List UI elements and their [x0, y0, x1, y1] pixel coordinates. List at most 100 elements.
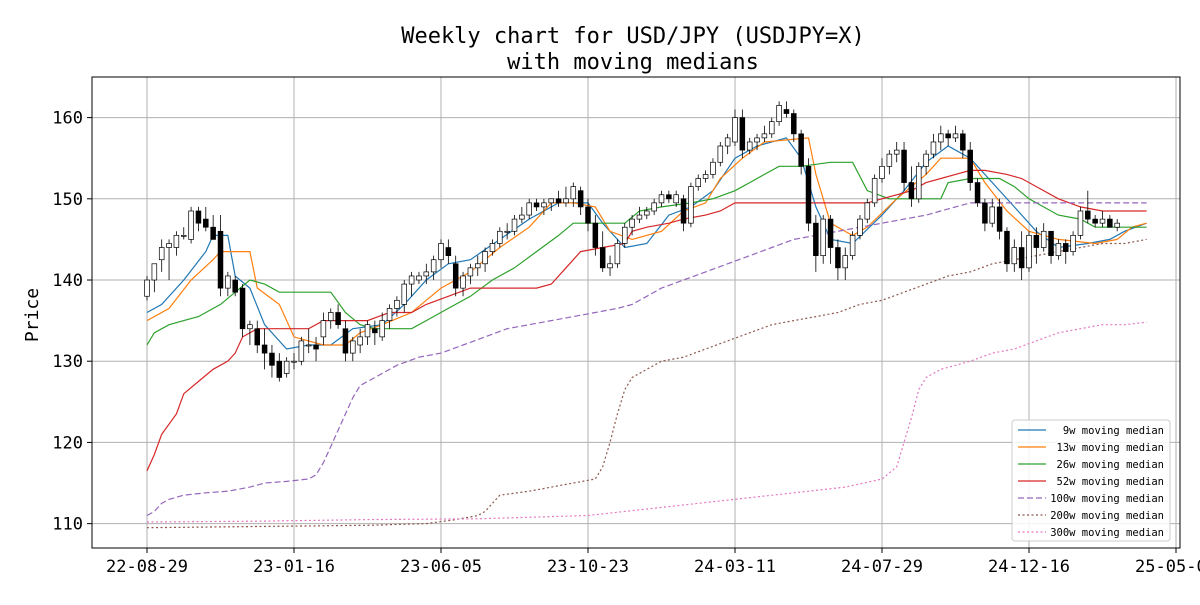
candle-body	[541, 202, 547, 208]
candle-body	[724, 137, 731, 147]
candle-body	[467, 267, 474, 277]
legend-label: 26w moving median	[1057, 459, 1164, 471]
candle-body	[783, 109, 790, 114]
candle-body	[497, 230, 503, 244]
candle-body	[746, 141, 753, 151]
candle-body	[974, 182, 981, 204]
candle-body	[555, 198, 562, 204]
candle-body	[827, 218, 834, 248]
candle-body	[930, 141, 937, 155]
candle-body	[989, 206, 995, 224]
candle-body	[305, 344, 312, 347]
candle-body	[849, 235, 856, 257]
candle-body	[408, 275, 415, 285]
candle-body	[328, 312, 334, 321]
legend-label: 9w moving median	[1063, 425, 1164, 437]
candle-body	[952, 133, 959, 139]
x-tick-label: 23-10-23	[547, 557, 629, 577]
candle-body	[144, 279, 150, 297]
candle-body	[386, 308, 393, 321]
candle-body	[960, 133, 966, 151]
candle-body	[379, 320, 385, 338]
candle-body	[673, 194, 679, 204]
candle-body	[607, 263, 613, 269]
candle-body	[857, 218, 863, 236]
candle-body	[835, 247, 841, 269]
candle-body	[372, 328, 378, 334]
candle-body	[261, 344, 268, 354]
candle-body	[217, 230, 224, 289]
x-tick-label: 24-12-16	[988, 557, 1070, 577]
candle-body	[651, 202, 657, 212]
candle-body	[1107, 218, 1113, 228]
candle-body	[871, 178, 878, 204]
candle-body	[320, 320, 327, 338]
legend: 9w moving median 13w moving median 26w mov…	[1011, 419, 1171, 542]
candle-body	[901, 149, 907, 183]
candle-body	[482, 251, 488, 265]
candle-body	[350, 340, 356, 354]
legend-box	[1011, 419, 1171, 542]
candle-body	[996, 206, 1003, 232]
candle-body	[666, 194, 672, 200]
legend-label: 200w moving median	[1050, 510, 1164, 522]
candle-body	[423, 271, 430, 277]
candle-body	[768, 121, 775, 135]
candle-body	[695, 178, 701, 187]
candle-body	[820, 218, 826, 257]
candle-body	[658, 194, 665, 204]
y-axis-label: Price	[22, 288, 43, 342]
candle-body	[592, 222, 599, 248]
candle-body	[357, 336, 363, 346]
candle-body	[276, 360, 283, 378]
candle-body	[1033, 235, 1040, 248]
candle-body	[614, 243, 621, 265]
candle-body	[291, 360, 297, 363]
candle-body	[908, 182, 915, 200]
candle-body	[1018, 247, 1025, 269]
candle-body	[504, 230, 510, 233]
candle-body	[938, 133, 944, 143]
legend-label: 300w moving median	[1050, 527, 1164, 539]
y-tick-label: 130	[52, 352, 83, 372]
candle-body	[452, 263, 459, 289]
series-line	[146, 321, 1147, 523]
candle-body	[1085, 210, 1091, 220]
candle-body	[239, 287, 246, 330]
candle-body	[710, 161, 716, 175]
candle-body	[151, 263, 158, 281]
x-tick-label: 23-06-05	[400, 557, 482, 577]
candle-body	[232, 279, 238, 293]
candle-body	[864, 202, 871, 220]
candle-body	[1011, 247, 1018, 265]
series-line	[146, 137, 1147, 350]
candle-body	[1070, 235, 1076, 252]
candle-body	[577, 190, 584, 208]
candle-body	[489, 243, 496, 252]
x-tick-label: 23-01-16	[253, 557, 335, 577]
y-axis: 110 120 130 140 150 160	[52, 109, 92, 535]
candle-body	[893, 149, 900, 155]
candle-body	[717, 145, 724, 163]
candle-body	[776, 105, 782, 123]
candle-body	[1099, 218, 1106, 224]
candle-body	[945, 133, 951, 139]
candle-body	[430, 259, 437, 273]
x-tick-label: 24-07-29	[841, 557, 923, 577]
x-axis: 22-08-29 23-01-16 23-06-05 23-10-23 24-03-11…	[106, 548, 1200, 577]
candle-body	[225, 275, 231, 289]
candle-body	[1077, 210, 1084, 236]
candle-body	[644, 210, 650, 216]
chart-title: Weekly chart for USD/JPY (USDJPY=X)	[401, 24, 865, 49]
candle-body	[1048, 230, 1054, 257]
candle-body	[188, 210, 194, 240]
candle-body	[548, 198, 554, 204]
candle-body	[982, 202, 988, 224]
legend-label: 52w moving median	[1057, 476, 1164, 488]
plot-area	[92, 77, 1180, 548]
candle-body	[621, 226, 628, 244]
candle-body	[298, 340, 305, 362]
y-tick-label: 120	[52, 433, 83, 453]
candle-body	[570, 186, 577, 200]
